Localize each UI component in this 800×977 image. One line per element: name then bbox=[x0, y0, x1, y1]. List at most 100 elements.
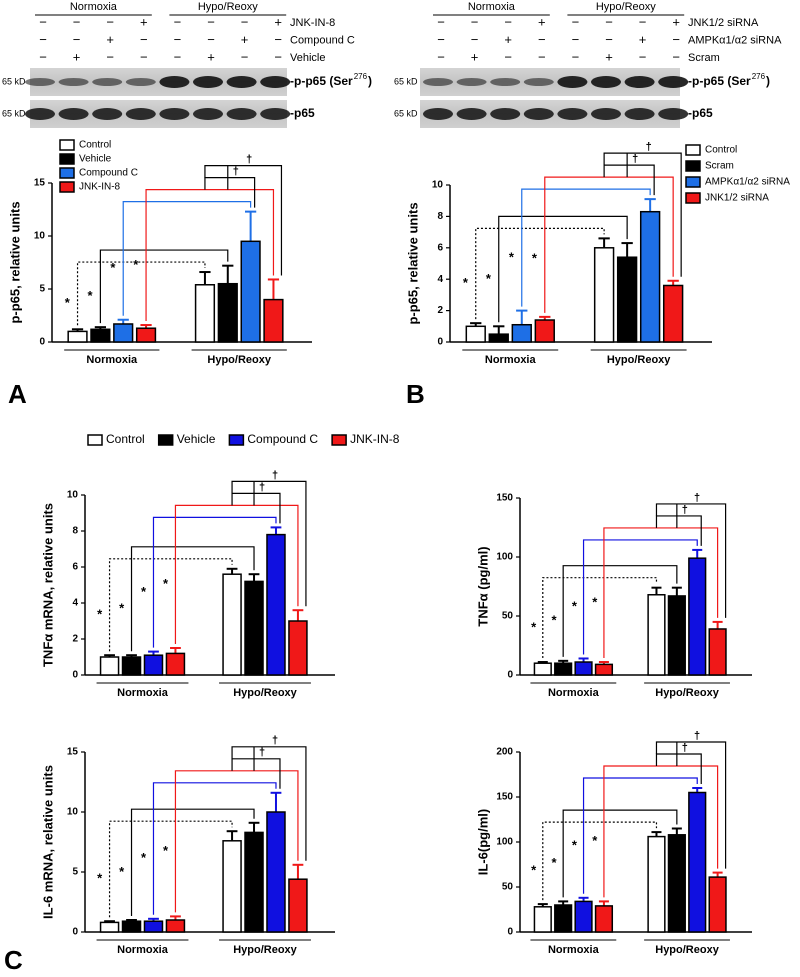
significance-line bbox=[145, 189, 275, 322]
band-label: -p-p65 (Ser bbox=[290, 74, 353, 88]
y-tick-label: 6 bbox=[437, 242, 443, 253]
dagger-bracket bbox=[231, 746, 307, 861]
significance-line bbox=[130, 808, 255, 916]
dagger-bracket bbox=[655, 741, 727, 869]
significance-star: * bbox=[532, 250, 538, 265]
legend-label: Vehicle bbox=[177, 432, 216, 446]
bar bbox=[708, 876, 727, 933]
blot-band bbox=[193, 108, 223, 120]
dagger-bracket bbox=[231, 492, 281, 524]
treatment-sign: − bbox=[538, 49, 546, 64]
treatment-sign: + bbox=[639, 32, 647, 47]
blot-band bbox=[58, 108, 89, 120]
significance-star: * bbox=[88, 288, 94, 303]
treatment-sign: − bbox=[106, 14, 114, 29]
significance-dagger: † bbox=[259, 747, 265, 759]
significance-line bbox=[603, 765, 719, 898]
blot-band bbox=[125, 78, 156, 86]
significance-star: * bbox=[572, 599, 578, 614]
bar bbox=[616, 256, 638, 343]
significance-line bbox=[152, 782, 277, 915]
significance-star: * bbox=[509, 249, 515, 264]
y-tick-label: 8 bbox=[72, 526, 78, 537]
blot-band bbox=[423, 78, 453, 86]
blot-band bbox=[591, 76, 621, 88]
significance-line bbox=[603, 527, 719, 659]
x-tick-label: Normoxia bbox=[548, 944, 600, 956]
treatment-sign: − bbox=[140, 49, 148, 64]
legend-swatch bbox=[685, 144, 701, 156]
blot-band bbox=[490, 78, 521, 86]
treatment-sign: − bbox=[73, 14, 81, 29]
blot-band bbox=[624, 76, 655, 88]
x-tick-label: Normoxia bbox=[548, 687, 600, 699]
molecular-weight: 65 kD bbox=[394, 108, 418, 118]
treatment-sign: − bbox=[471, 32, 479, 47]
treatment-sign: − bbox=[605, 14, 613, 29]
blot-band bbox=[58, 78, 89, 86]
bar bbox=[244, 580, 264, 676]
band-label-superscript: 276 bbox=[354, 72, 368, 81]
band-label: -p65 bbox=[688, 106, 713, 120]
blot-band bbox=[260, 108, 291, 120]
significance-star: * bbox=[133, 257, 139, 272]
x-tick-label: Hypo/Reoxy bbox=[607, 354, 671, 366]
bar bbox=[67, 330, 88, 343]
treatment-sign: − bbox=[140, 32, 148, 47]
y-tick-label: 100 bbox=[496, 552, 513, 563]
y-tick-label: 150 bbox=[496, 792, 513, 803]
treatment-sign: + bbox=[73, 49, 81, 64]
bar bbox=[194, 284, 216, 343]
legend-swatch bbox=[59, 153, 75, 165]
significance-line bbox=[122, 201, 252, 316]
treatment-sign: − bbox=[174, 14, 182, 29]
molecular-weight: 65 kD bbox=[2, 108, 26, 118]
x-tick-label: Normoxia bbox=[86, 354, 138, 366]
y-tick-label: 4 bbox=[72, 598, 78, 609]
treatment-sign: − bbox=[207, 32, 215, 47]
blot-band bbox=[557, 108, 588, 120]
treatment-sign: − bbox=[39, 49, 47, 64]
treatment-sign: − bbox=[572, 49, 580, 64]
y-tick-label: 6 bbox=[72, 562, 78, 573]
y-tick-label: 4 bbox=[437, 274, 443, 285]
legend-label: Control bbox=[705, 145, 737, 156]
treatment-sign: − bbox=[538, 32, 546, 47]
legend-label: Vehicle bbox=[79, 154, 112, 165]
band-label: ) bbox=[368, 74, 372, 88]
legend-label: Compound C bbox=[247, 432, 318, 446]
bar bbox=[639, 210, 661, 343]
treatment-sign: − bbox=[174, 32, 182, 47]
significance-star: * bbox=[163, 576, 169, 591]
treatment-label: JNK-IN-8 bbox=[290, 17, 335, 29]
significance-line bbox=[174, 504, 299, 644]
significance-dagger: † bbox=[682, 504, 688, 516]
dagger-bracket bbox=[231, 480, 307, 607]
treatment-sign: − bbox=[437, 32, 445, 47]
treatment-sign: − bbox=[572, 32, 580, 47]
treatment-sign: − bbox=[241, 49, 249, 64]
bar bbox=[113, 323, 134, 343]
significance-star: * bbox=[531, 619, 537, 634]
blot-band bbox=[226, 76, 257, 88]
blot-band bbox=[456, 78, 487, 86]
y-tick-label: 2 bbox=[437, 305, 443, 316]
bar bbox=[594, 663, 614, 676]
bar bbox=[143, 654, 164, 676]
x-tick-label: Hypo/Reoxy bbox=[233, 944, 297, 956]
band-label: -p65 bbox=[290, 106, 315, 120]
bar bbox=[266, 811, 286, 933]
x-tick-label: Normoxia bbox=[485, 354, 537, 366]
bar bbox=[288, 878, 308, 933]
blot-band bbox=[125, 108, 156, 120]
significance-star: * bbox=[110, 260, 116, 275]
bar bbox=[533, 906, 552, 933]
bar bbox=[263, 298, 284, 343]
bar bbox=[90, 328, 111, 343]
significance-line bbox=[562, 565, 678, 657]
significance-dagger: † bbox=[646, 141, 652, 153]
blot-band bbox=[92, 108, 123, 120]
blot-band bbox=[25, 78, 55, 86]
treatment-sign: − bbox=[39, 14, 47, 29]
